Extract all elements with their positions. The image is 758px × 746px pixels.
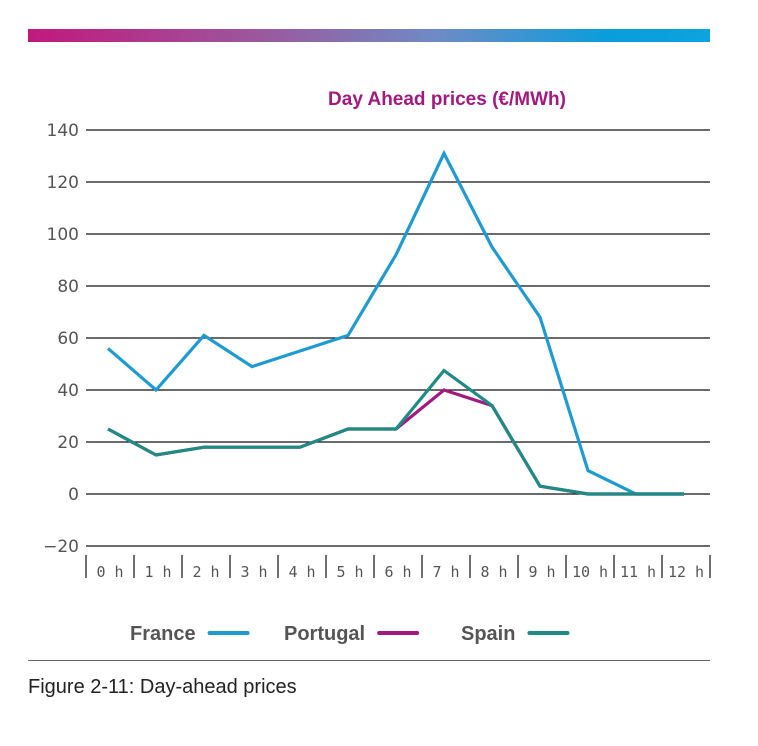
x-tick-label: 7 h: [432, 563, 459, 581]
y-tick-label: 80: [57, 277, 79, 297]
y-tick-label: 0: [68, 485, 79, 505]
x-tick-label: 10 h: [572, 563, 608, 581]
legend-label: Portugal: [284, 623, 365, 645]
x-tick-label: 3 h: [240, 563, 267, 581]
gridlines: [86, 129, 710, 547]
y-tick-label: −20: [43, 537, 79, 557]
x-tick-label: 2 h: [192, 563, 219, 581]
x-tick-label: 8 h: [480, 563, 507, 581]
x-tick-label: 11 h: [620, 563, 656, 581]
y-axis-ticks: −20 0 20 40 60 80 100 120 140: [43, 121, 79, 557]
y-tick-label: 40: [57, 381, 79, 401]
y-tick-label: 20: [57, 433, 79, 453]
x-axis: 0 h 1 h 2 h 3 h 4 h 5 h 6 h 7 h 8 h 9 h 10 h 11 h 12…: [85, 555, 711, 581]
x-tick-label: 1 h: [144, 563, 171, 581]
legend-label: France: [130, 623, 196, 645]
x-tick-label: 4 h: [288, 563, 315, 581]
y-tick-label: 140: [47, 121, 79, 141]
x-tick-label: 6 h: [384, 563, 411, 581]
legend: France Portugal Spain: [130, 623, 570, 645]
y-tick-label: 60: [57, 329, 79, 349]
y-tick-label: 100: [47, 225, 79, 245]
x-tick-label: 9 h: [528, 563, 555, 581]
series-lines: [106, 149, 684, 496]
legend-label: Spain: [461, 623, 515, 645]
y-tick-label: 120: [47, 173, 79, 193]
legend-item-france: France: [130, 623, 250, 645]
caption-divider: [28, 660, 710, 661]
legend-item-spain: Spain: [461, 623, 570, 645]
x-tick-label: 0 h: [96, 563, 123, 581]
series-line-spain: [107, 368, 684, 496]
figure-caption: Figure 2-11: Day-ahead prices: [28, 676, 297, 698]
legend-item-portugal: Portugal: [284, 623, 420, 645]
series-line-france: [106, 149, 684, 496]
chart-title: Day Ahead prices (€/MWh): [328, 89, 566, 110]
line-chart: Day Ahead prices (€/MWh) −20 0 20 40 60 80 100…: [43, 89, 711, 645]
gradient-header-bar: [28, 29, 710, 42]
x-tick-label: 12 h: [668, 563, 704, 581]
x-tick-label: 5 h: [336, 563, 363, 581]
